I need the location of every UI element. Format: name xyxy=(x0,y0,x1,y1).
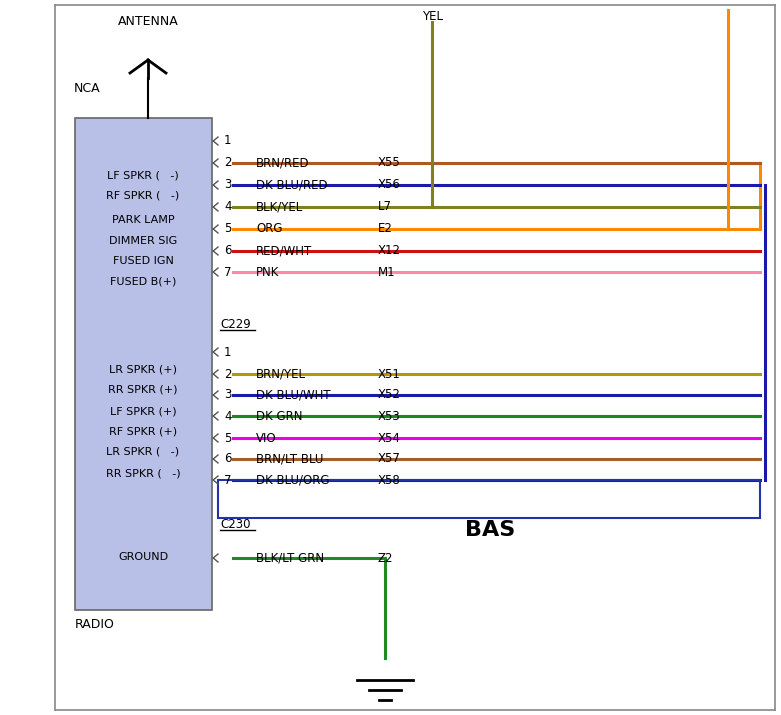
Text: X55: X55 xyxy=(378,157,401,169)
Text: DIMMER SIG: DIMMER SIG xyxy=(109,236,177,246)
Text: DK BLU/ORG: DK BLU/ORG xyxy=(256,473,330,486)
Text: ANTENNA: ANTENNA xyxy=(118,15,178,28)
Text: BLK/LT GRN: BLK/LT GRN xyxy=(256,551,324,565)
Text: LR SPKR (+): LR SPKR (+) xyxy=(109,365,177,375)
Text: DK BLU/RED: DK BLU/RED xyxy=(256,179,327,192)
Text: ORG: ORG xyxy=(256,222,283,235)
Text: RF SPKR (+): RF SPKR (+) xyxy=(109,426,177,436)
Text: 7: 7 xyxy=(224,265,231,279)
Text: 2: 2 xyxy=(224,157,231,169)
Text: E2: E2 xyxy=(378,222,393,235)
Text: BRN/RED: BRN/RED xyxy=(256,157,309,169)
Text: M1: M1 xyxy=(378,265,396,279)
Text: 3: 3 xyxy=(224,179,231,192)
Text: LF SPKR (   -): LF SPKR ( -) xyxy=(107,170,179,180)
Text: PNK: PNK xyxy=(256,265,280,279)
Text: 6: 6 xyxy=(224,453,231,465)
Text: C230: C230 xyxy=(220,518,251,531)
Text: LR SPKR (   -): LR SPKR ( -) xyxy=(106,447,180,457)
Text: DK BLU/WHT: DK BLU/WHT xyxy=(256,388,330,402)
Text: 4: 4 xyxy=(224,410,231,423)
Text: FUSED IGN: FUSED IGN xyxy=(112,256,173,266)
Text: RED/WHT: RED/WHT xyxy=(256,245,312,257)
Text: 1: 1 xyxy=(224,134,231,147)
Text: X56: X56 xyxy=(378,179,401,192)
Text: YEL: YEL xyxy=(422,10,443,23)
Text: PARK LAMP: PARK LAMP xyxy=(112,215,174,225)
Text: Z2: Z2 xyxy=(378,551,394,565)
Text: RF SPKR (   -): RF SPKR ( -) xyxy=(106,191,180,201)
Text: FUSED B(+): FUSED B(+) xyxy=(110,276,177,286)
Text: 6: 6 xyxy=(224,245,231,257)
Text: NCA: NCA xyxy=(73,82,100,94)
Text: BRN/YEL: BRN/YEL xyxy=(256,368,306,380)
Text: RR SPKR (   -): RR SPKR ( -) xyxy=(105,468,180,478)
Text: LF SPKR (+): LF SPKR (+) xyxy=(109,406,177,416)
Text: X58: X58 xyxy=(378,473,401,486)
Text: RADIO: RADIO xyxy=(75,618,115,631)
Text: BRN/LT BLU: BRN/LT BLU xyxy=(256,453,323,465)
Text: 4: 4 xyxy=(224,200,231,214)
Text: C229: C229 xyxy=(220,318,251,331)
Text: BAS: BAS xyxy=(465,520,515,540)
Text: X54: X54 xyxy=(378,431,401,445)
Text: X51: X51 xyxy=(378,368,401,380)
Text: 1: 1 xyxy=(224,345,231,358)
Bar xyxy=(75,118,212,610)
Text: X53: X53 xyxy=(378,410,401,423)
Bar xyxy=(218,480,760,518)
Text: RR SPKR (+): RR SPKR (+) xyxy=(109,385,178,395)
Text: X12: X12 xyxy=(378,245,401,257)
Text: 2: 2 xyxy=(224,368,231,380)
Text: X57: X57 xyxy=(378,453,401,465)
Text: GROUND: GROUND xyxy=(118,552,168,562)
Text: DK GRN: DK GRN xyxy=(256,410,302,423)
Text: 3: 3 xyxy=(224,388,231,402)
Text: X52: X52 xyxy=(378,388,401,402)
Text: 7: 7 xyxy=(224,473,231,486)
Text: 5: 5 xyxy=(224,222,231,235)
Text: 5: 5 xyxy=(224,431,231,445)
Text: BLK/YEL: BLK/YEL xyxy=(256,200,303,214)
Text: L7: L7 xyxy=(378,200,392,214)
Text: VIO: VIO xyxy=(256,431,276,445)
